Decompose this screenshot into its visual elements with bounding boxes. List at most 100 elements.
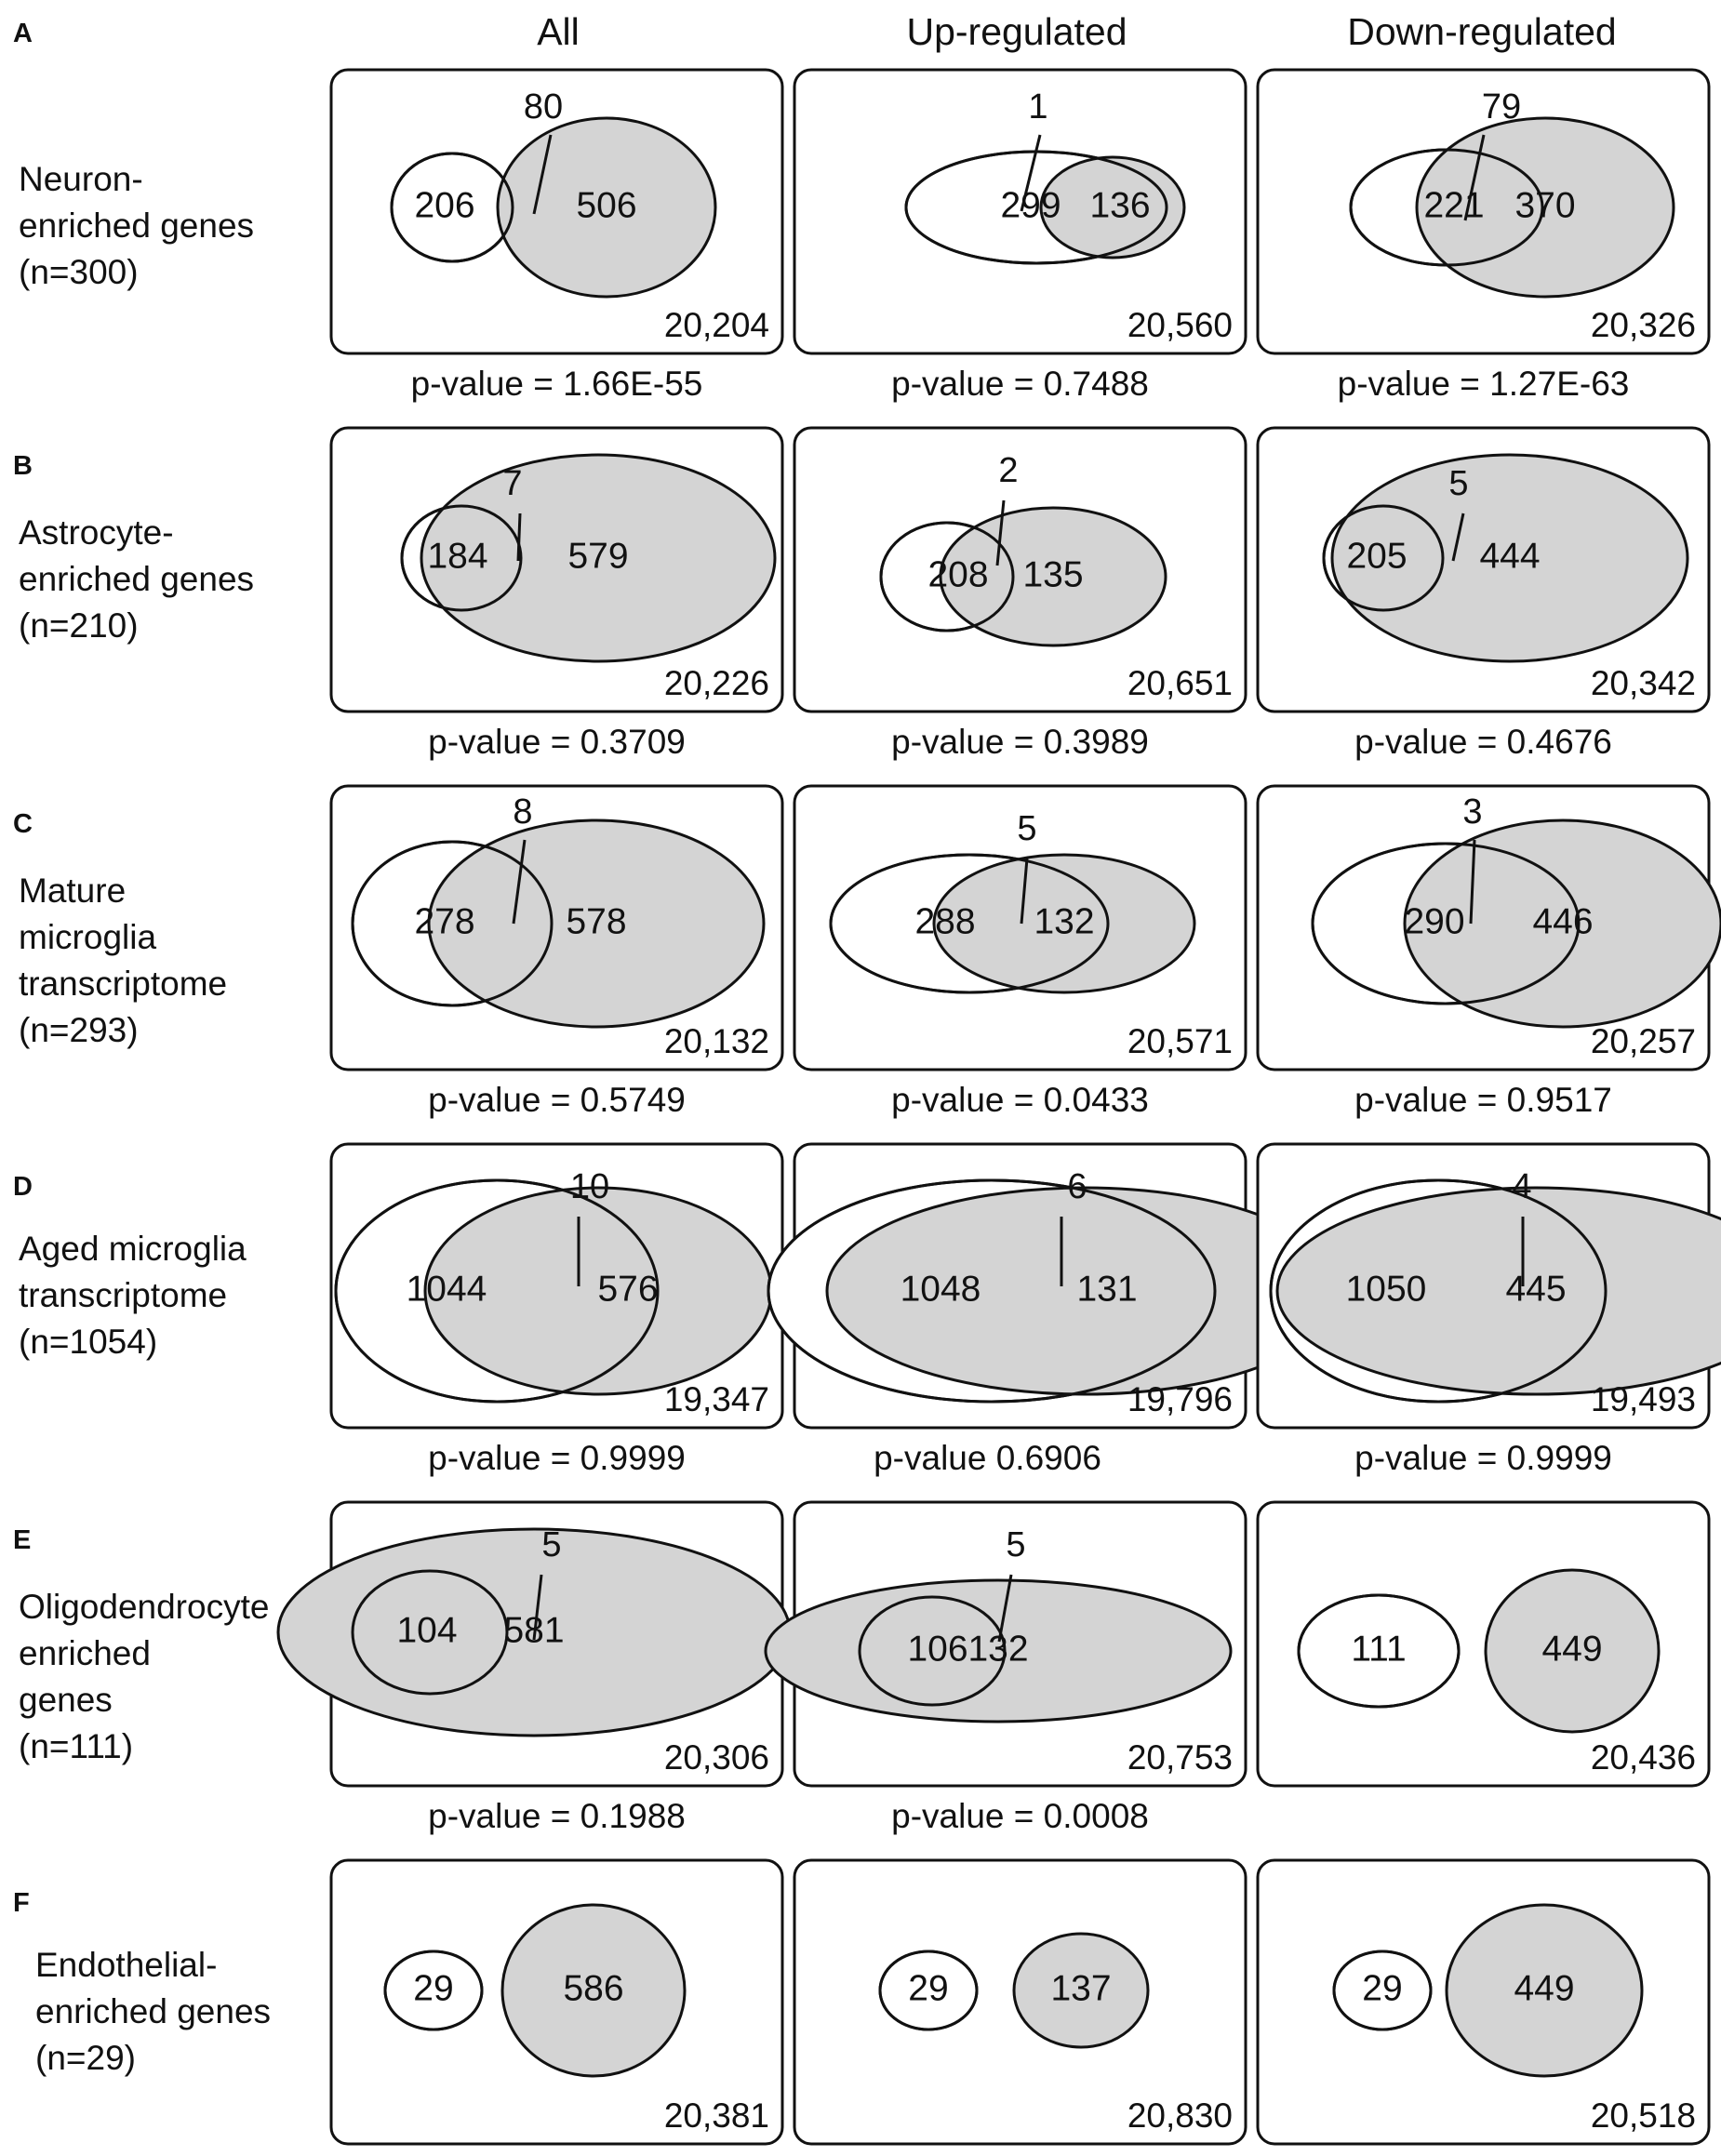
p-value: p-value = 0.5749 <box>428 1081 686 1119</box>
background-count: 20,436 <box>1591 1738 1696 1777</box>
background-count: 20,326 <box>1591 306 1696 344</box>
overlap-leader-line <box>1469 839 1476 925</box>
deg-circle <box>1445 1903 1644 2078</box>
venn-panel: 29 449 20,518 <box>1256 1858 1711 2146</box>
row-label-line: transcriptome <box>19 1276 227 1314</box>
gene-set-circle-outline <box>879 521 1015 632</box>
row-label-line: (n=111) <box>19 1727 133 1765</box>
overlap-count: 7 <box>502 464 522 503</box>
background-count: 20,560 <box>1127 306 1233 344</box>
venn-panel: 184 579 7 20,226 <box>329 426 784 713</box>
gene-set-circle-outline <box>1269 1178 1608 1404</box>
gene-set-only-count: 29 <box>1362 1968 1402 2008</box>
deg-circle <box>1012 1932 1150 2049</box>
row-label-line: (n=29) <box>35 2039 136 2077</box>
gene-set-only-count: 299 <box>1000 185 1061 225</box>
deg-circle <box>1484 1568 1661 1734</box>
p-value: p-value = 0.7488 <box>891 365 1149 403</box>
overlap-count: 5 <box>541 1525 561 1564</box>
deg-only-count: 445 <box>1505 1269 1566 1309</box>
background-count: 20,830 <box>1127 2096 1233 2135</box>
gene-set-circle-outline <box>829 853 1110 994</box>
deg-only-count: 135 <box>1022 554 1083 594</box>
row-label-line: Mature <box>19 872 126 910</box>
gene-set-only-count: 29 <box>413 1968 453 2008</box>
venn-panel: 106 132 5 20,753 <box>764 1500 1247 1788</box>
p-value: p-value = 0.0433 <box>891 1081 1149 1119</box>
p-value: p-value = 0.3709 <box>428 723 686 761</box>
gene-set-only-count: 208 <box>927 554 988 594</box>
deg-circle <box>1330 453 1689 663</box>
deg-circle <box>1415 116 1675 299</box>
row-label-line: enriched genes <box>35 1992 271 2030</box>
background-count: 20,342 <box>1591 664 1696 702</box>
row-letter: B <box>13 451 33 481</box>
deg-circle <box>932 853 1196 994</box>
row-letter: E <box>13 1525 31 1555</box>
row-label-line: Neuron- <box>19 160 143 198</box>
gene-set-circle-outline <box>1332 1950 1433 2031</box>
rows-layer: A Neuron-enriched genes (n=300) 206 506 80 20,… <box>13 19 1721 2146</box>
p-value: p-value = 0.9999 <box>1354 1439 1612 1477</box>
venn-panel: 1048 131 6 19,796 <box>767 1142 1344 1430</box>
gene-set-circle-outline <box>767 1178 1217 1404</box>
p-value: p-value = 0.3989 <box>891 723 1149 761</box>
deg-only-count: 136 <box>1089 185 1150 225</box>
venn-panel: 1044 576 10 19,347 <box>329 1142 784 1430</box>
gene-set-circle-outline <box>351 840 554 1007</box>
deg-circle <box>764 1578 1233 1723</box>
overlap-count: 4 <box>1512 1167 1531 1206</box>
overlap-count: 5 <box>1448 464 1468 503</box>
deg-only-count: 579 <box>567 536 628 576</box>
overlap-leader-line <box>512 839 527 925</box>
gene-set-circle-outline <box>390 152 514 263</box>
venn-panel: 111 449 20,436 <box>1256 1500 1711 1788</box>
gene-set-only-count: 205 <box>1346 536 1407 576</box>
overlap-leader-line <box>995 499 1006 566</box>
deg-circle <box>500 1903 687 2078</box>
row-label-line: (n=300) <box>19 253 139 291</box>
row-letter: A <box>13 19 33 48</box>
overlap-count: 8 <box>513 792 532 832</box>
background-count: 20,226 <box>664 664 769 702</box>
gene-set-circle-outline <box>351 1569 509 1696</box>
overlap-count: 2 <box>998 451 1018 490</box>
gene-set-only-count: 221 <box>1423 185 1484 225</box>
deg-circle <box>1275 1186 1721 1396</box>
row-label-line: enriched genes <box>19 560 254 598</box>
background-count: 20,381 <box>664 2096 769 2135</box>
overlap-count: 1 <box>1028 87 1047 126</box>
overlap-count: 6 <box>1067 1167 1087 1206</box>
venn-panel: 208 135 2 20,651 <box>793 426 1247 713</box>
deg-only-count: 506 <box>576 185 636 225</box>
venn-panel: 278 578 8 20,132 <box>329 784 784 1071</box>
venn-panel: 299 136 1 20,560 <box>793 68 1247 355</box>
row-label-line: Astrocyte- <box>19 513 174 552</box>
background-count: 20,257 <box>1591 1022 1696 1060</box>
gene-set-only-count: 288 <box>914 901 975 941</box>
row-c: C Mature microglia transcriptome (n=293) 278 5… <box>13 784 1721 1119</box>
p-value: p-value = 0.9517 <box>1354 1081 1612 1119</box>
deg-only-count: 449 <box>1514 1968 1574 2008</box>
gene-set-only-count: 290 <box>1404 901 1464 941</box>
background-count: 20,204 <box>664 306 769 344</box>
p-value: p-value = 1.66E-55 <box>411 365 703 403</box>
background-count: 19,493 <box>1591 1380 1696 1418</box>
row-label-line: (n=1054) <box>19 1323 157 1361</box>
gene-set-circle-outline <box>1349 148 1544 267</box>
overlap-count: 5 <box>1017 809 1036 848</box>
p-value: p-value = 0.1988 <box>428 1797 686 1835</box>
p-value: p-value 0.6906 <box>874 1439 1101 1477</box>
overlap-leader-line <box>1463 134 1486 221</box>
overlap-count: 3 <box>1462 792 1482 832</box>
column-header-up-regulated: Up-regulated <box>906 10 1127 53</box>
overlap-leader-line <box>532 1574 543 1641</box>
gene-set-only-count: 206 <box>414 185 474 225</box>
background-count: 20,651 <box>1127 664 1233 702</box>
deg-only-count: 137 <box>1050 1968 1111 2008</box>
venn-panel: 288 132 5 20,571 <box>793 784 1247 1071</box>
p-value: p-value = 0.0008 <box>891 1797 1149 1835</box>
